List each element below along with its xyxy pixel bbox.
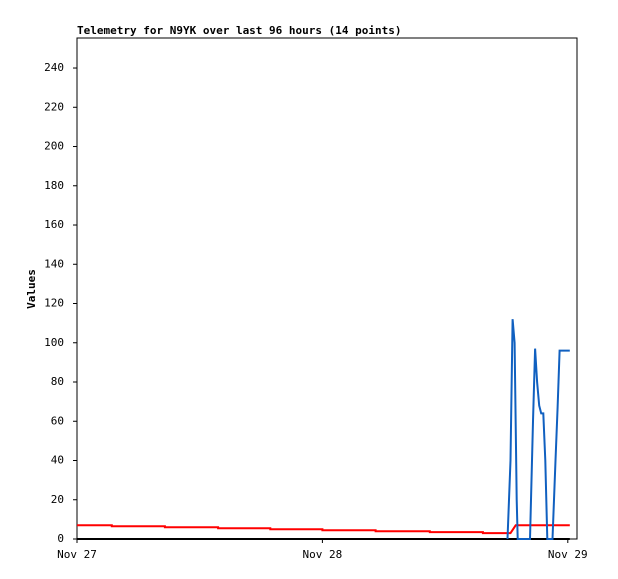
y-tick-label: 120 [44,297,64,310]
x-tick-label: Nov 27 [57,548,97,561]
y-tick-label: 40 [51,454,64,467]
y-tick-label: 80 [51,375,64,388]
data-line [77,524,570,535]
x-tick-label: Nov 28 [303,548,343,561]
x-tick-label: Nov 29 [548,548,588,561]
y-tick-label: 0 [57,532,64,545]
data-line [506,319,570,540]
y-tick-label: 180 [44,179,64,192]
y-tick-label: 220 [44,100,64,113]
y-tick-label: 200 [44,140,64,153]
y-tick-label: 60 [51,414,64,427]
y-tick-label: 20 [51,493,64,506]
chart-title: Telemetry for N9YK over last 96 hours (1… [77,24,402,37]
y-tick-label: 140 [44,257,64,270]
y-tick-label: 160 [44,218,64,231]
y-tick-label: 100 [44,336,64,349]
y-tick-label: 240 [44,61,64,74]
plot-frame [76,37,578,540]
y-axis-label: Values [25,269,38,309]
